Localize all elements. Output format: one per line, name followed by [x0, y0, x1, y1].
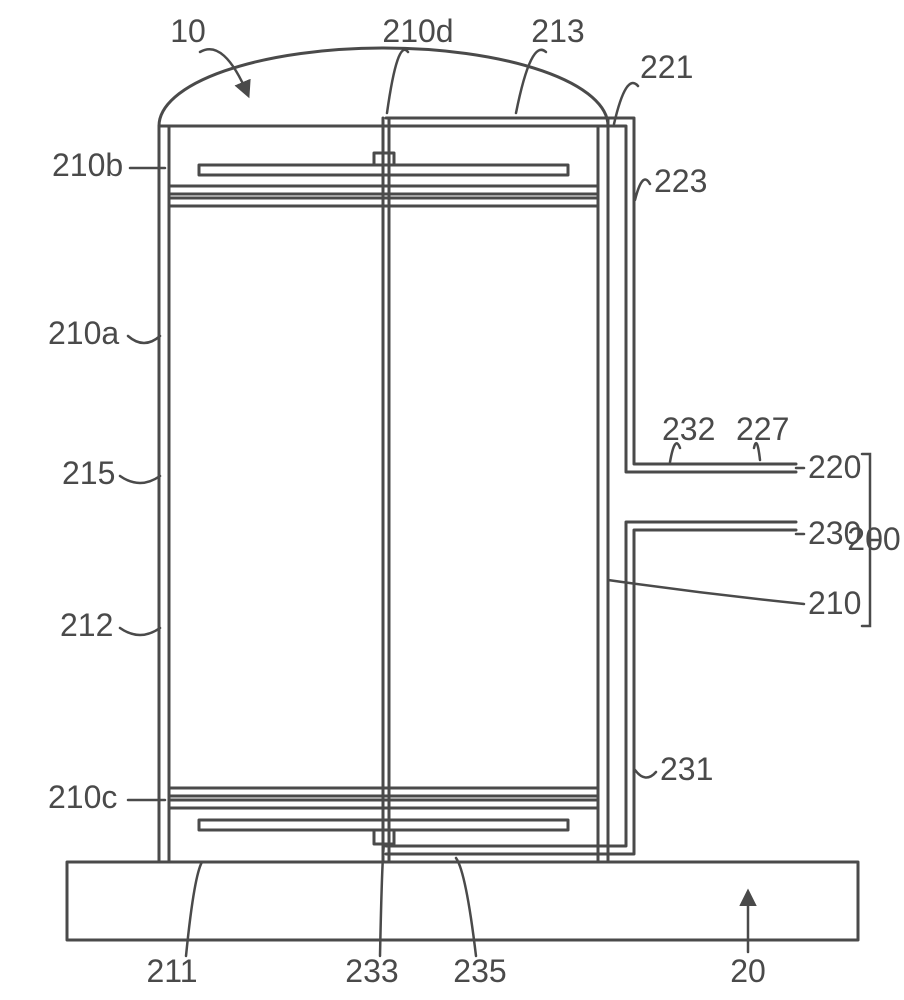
label-210d: 210d [382, 13, 453, 49]
label-220: 220 [808, 449, 861, 485]
label-215: 215 [62, 455, 115, 491]
leader-210d [387, 50, 408, 113]
pipe-bot-outer [386, 530, 796, 854]
label-200: 200 [847, 521, 900, 557]
leader-215 [120, 476, 160, 483]
pipe-top-inner [386, 126, 796, 472]
label-210: 210 [808, 585, 861, 621]
label-213: 213 [531, 13, 584, 49]
label-227: 227 [736, 411, 789, 447]
label-210c: 210c [48, 779, 117, 815]
pipe-top-outer [386, 118, 796, 464]
label-212: 212 [60, 607, 113, 643]
label-235: 235 [453, 953, 506, 989]
label-233: 233 [345, 953, 398, 989]
leader-211 [186, 862, 202, 956]
leader-212 [120, 628, 160, 635]
leader-231 [635, 770, 656, 778]
leader-223 [635, 180, 650, 200]
label-210b: 210b [52, 147, 123, 183]
leader-210 [608, 580, 804, 604]
leader-210a [128, 336, 160, 343]
label-211: 211 [146, 953, 197, 989]
leader-213 [516, 50, 546, 113]
label-232: 232 [662, 411, 715, 447]
label-10: 10 [170, 13, 206, 49]
label-20: 20 [730, 953, 766, 989]
label-231: 231 [660, 751, 713, 787]
label-221: 221 [640, 49, 693, 85]
label-210a: 210a [48, 315, 119, 351]
label-223: 223 [654, 163, 707, 199]
